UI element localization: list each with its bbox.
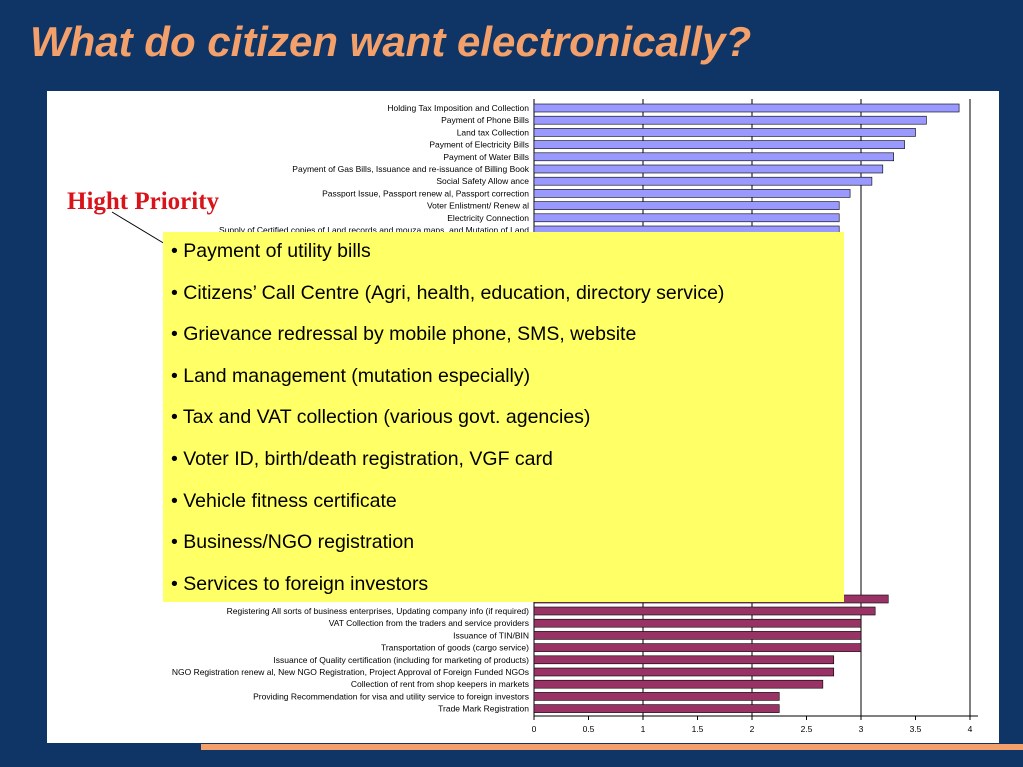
x-tick-label: 2.5 xyxy=(801,724,813,734)
priority-item: • Citizens’ Call Centre (Agri, health, e… xyxy=(171,281,725,304)
slide-title: What do citizen want electronically? xyxy=(30,18,752,65)
top-bar xyxy=(533,140,905,149)
bottom-category-label: Issuance of TIN/BIN xyxy=(453,630,529,640)
bar-chart: 0 0.5 1 1.5 2 2.5 3 3.5 4 Holding Tax Imposition … xyxy=(172,99,978,734)
x-tick-label: 0.5 xyxy=(583,724,595,734)
x-tick-label: 2 xyxy=(750,724,755,734)
priority-label: Hight Priority xyxy=(67,188,220,215)
top-category-label: Voter Enlistment/ Renew al xyxy=(427,201,529,211)
bottom-bar xyxy=(533,643,862,652)
priority-item: • Vehicle fitness certificate xyxy=(171,489,397,512)
x-tick-label: 3 xyxy=(859,724,864,734)
priority-item: • Services to foreign investors xyxy=(171,572,429,595)
x-tick-label: 0 xyxy=(532,724,537,734)
bottom-category-label: Providing Recommendation for visa and ut… xyxy=(253,691,529,701)
bottom-category-label: Issuance of Quality certification (inclu… xyxy=(273,655,529,665)
top-bar xyxy=(533,152,895,162)
accent-bar xyxy=(201,744,1023,750)
bottom-bar xyxy=(533,679,824,689)
bottom-category-label: VAT Collection from the traders and serv… xyxy=(329,618,529,628)
bottom-category-label: Transportation of goods (cargo service) xyxy=(381,643,529,653)
priority-item: • Business/NGO registration xyxy=(171,531,415,554)
top-category-label: Payment of Water Bills xyxy=(443,152,529,162)
x-tick-label: 3.5 xyxy=(910,724,922,734)
top-category-label: Payment of Electricity Bills xyxy=(429,140,529,150)
priority-list: • Payment of utility bills • Citizens’ C… xyxy=(171,238,844,612)
top-category-label: Payment of Gas Bills, Issuance and re-is… xyxy=(292,164,529,174)
priority-item: • Payment of utility bills xyxy=(171,240,371,262)
top-category-label: Social Safety Allow ance xyxy=(436,176,529,186)
x-tick-label: 1 xyxy=(641,724,646,734)
x-tick-label: 4 xyxy=(968,724,973,734)
top-bar xyxy=(533,213,840,223)
top-category-label: Electricity Connection xyxy=(447,213,529,223)
bottom-bar xyxy=(533,606,876,616)
top-bar xyxy=(533,164,884,174)
bottom-bar xyxy=(533,618,862,628)
bottom-bar xyxy=(533,667,835,677)
top-bar xyxy=(533,176,873,186)
top-category-label: Passport Issue, Passport renew al, Passp… xyxy=(322,188,529,198)
top-category-label: Holding Tax Imposition and Collection xyxy=(387,103,529,113)
priority-item: • Land management (mutation especially) xyxy=(171,364,531,387)
top-bar xyxy=(533,128,916,137)
top-category-label: Supply of Certified copies of Land recor… xyxy=(219,225,529,235)
priority-item: • Tax and VAT collection (various govt. … xyxy=(171,406,591,429)
top-category-label: Land tax Collection xyxy=(457,127,530,137)
bottom-category-label: Registering All sorts of business enterp… xyxy=(227,606,530,616)
top-bar xyxy=(533,201,840,210)
top-bar xyxy=(533,115,927,125)
bottom-category-label: Trade Mark Registration xyxy=(438,704,529,714)
bottom-category-label: NGO Registration renew al, New NGO Regis… xyxy=(172,667,529,677)
priority-item: • Voter ID, birth/death registration, VG… xyxy=(171,447,553,470)
bottom-category-label: Collection of rent from shop keepers in … xyxy=(351,679,529,689)
priority-item: • Grievance redressal by mobile phone, S… xyxy=(171,323,637,346)
x-tick-label: 1.5 xyxy=(692,724,704,734)
top-category-label: Payment of Phone Bills xyxy=(441,115,529,125)
bottom-bar xyxy=(533,631,862,640)
top-bar xyxy=(533,189,851,198)
bottom-bar xyxy=(533,655,835,665)
top-bar xyxy=(533,103,960,113)
bottom-bar xyxy=(533,704,780,713)
priority-callout: • Payment of utility bills • Citizens’ C… xyxy=(163,232,844,602)
bottom-bar xyxy=(533,692,780,701)
